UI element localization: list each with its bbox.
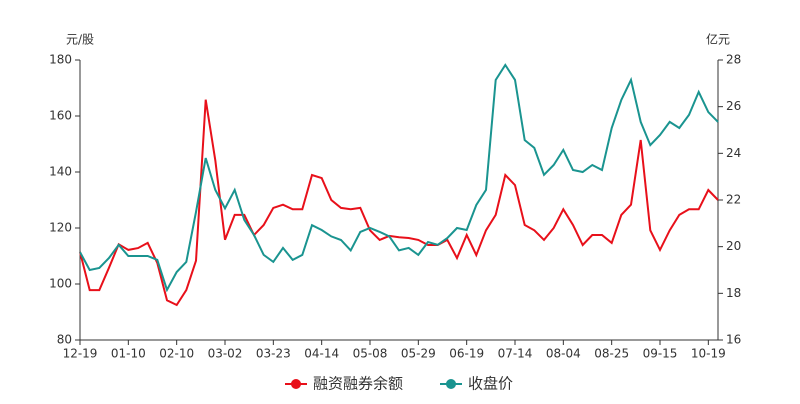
legend-label: 融资融券余额 <box>313 375 403 393</box>
series-line <box>79 99 719 307</box>
y-tick-label: 140 <box>49 165 72 179</box>
y2-tick-label: 28 <box>726 53 741 67</box>
y-tick-label: 80 <box>57 333 72 347</box>
x-tick-label: 05-08 <box>353 347 388 361</box>
y2-tick-label: 24 <box>726 146 741 160</box>
y-tick-label: 180 <box>49 53 72 67</box>
legend-marker <box>291 379 301 389</box>
x-tick-label: 12-19 <box>63 347 98 361</box>
x-tick-label: 08-25 <box>594 347 629 361</box>
y2-tick-label: 26 <box>726 99 741 113</box>
legend-marker <box>446 379 456 389</box>
y2-tick-label: 20 <box>726 239 741 253</box>
x-tick-label: 05-29 <box>401 347 436 361</box>
x-tick-label: 09-15 <box>643 347 678 361</box>
legend-label: 收盘价 <box>468 375 513 393</box>
y-axis-label: 元/股 <box>66 33 94 47</box>
y2-tick-label: 16 <box>726 333 741 347</box>
y-tick-label: 160 <box>49 109 72 123</box>
y2-tick-label: 18 <box>726 286 741 300</box>
series-line <box>79 63 719 293</box>
x-tick-label: 03-23 <box>256 347 291 361</box>
x-tick-label: 03-02 <box>208 347 243 361</box>
x-tick-label: 01-10 <box>111 347 146 361</box>
y2-axis-label: 亿元 <box>706 32 730 47</box>
x-tick-label: 04-14 <box>304 347 339 361</box>
y-tick-label: 100 <box>49 277 72 291</box>
x-tick-label: 02-10 <box>159 347 194 361</box>
y2-tick-label: 22 <box>726 193 741 207</box>
x-tick-label: 06-19 <box>449 347 484 361</box>
x-tick-label: 08-04 <box>546 347 581 361</box>
x-tick-label: 07-14 <box>498 347 533 361</box>
x-tick-label: 10-19 <box>691 347 726 361</box>
y-tick-label: 120 <box>49 221 72 235</box>
